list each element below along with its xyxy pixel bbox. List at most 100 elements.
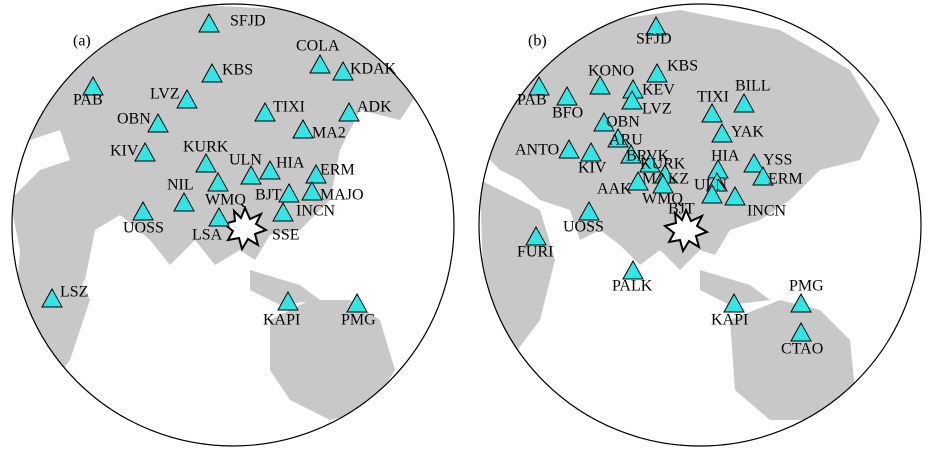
station-marker	[278, 182, 300, 203]
station-label: WMQ	[642, 191, 683, 208]
epicenter	[662, 207, 710, 254]
station-marker	[208, 206, 230, 227]
station-marker	[82, 75, 104, 96]
station-marker	[292, 118, 314, 139]
station-label: KBS	[222, 62, 253, 79]
station-marker	[134, 141, 156, 162]
station-marker	[578, 200, 600, 221]
station-label: ULN	[694, 177, 727, 194]
station-label: KIV	[578, 160, 607, 177]
station-marker	[176, 88, 198, 109]
station-marker	[41, 287, 63, 308]
station-label: CTAO	[781, 341, 823, 358]
station-marker	[701, 183, 723, 204]
station-label: TIXI	[697, 89, 729, 106]
station-label: PMG	[789, 278, 824, 295]
station-label: ANTO	[515, 142, 559, 159]
station-marker	[723, 292, 745, 313]
station-marker	[301, 180, 323, 201]
station-label: WMQ	[205, 192, 246, 209]
station-label: AAK	[597, 181, 632, 198]
station-label: OBN	[606, 114, 640, 131]
station-label: SSE	[272, 227, 300, 244]
station-label: KAPI	[263, 312, 300, 329]
station-marker	[607, 127, 629, 148]
station-label: KAPI	[711, 312, 748, 329]
station-label: SFJD	[230, 13, 266, 30]
station-marker	[733, 92, 755, 113]
station-marker	[652, 173, 674, 194]
station-label: OBN	[117, 111, 151, 128]
station-label: KEV	[642, 82, 675, 99]
station-marker	[309, 53, 331, 74]
station-marker	[272, 201, 294, 222]
station-marker	[627, 170, 649, 191]
station-marker	[195, 152, 217, 173]
station-label: INCN	[747, 203, 787, 220]
station-label: KONO	[588, 63, 634, 80]
station-marker	[528, 75, 550, 96]
station-label: PAB	[517, 92, 547, 109]
station-label: SFJD	[636, 31, 672, 48]
station-label: HIA	[711, 148, 740, 165]
station-label: LVZ	[150, 86, 180, 103]
station-label: KBS	[667, 58, 698, 75]
station-marker	[198, 12, 220, 33]
station-label: INCN	[296, 203, 336, 220]
station-label: COLA	[296, 38, 340, 55]
station-marker	[743, 152, 765, 173]
station-marker	[338, 101, 360, 122]
station-label: UOSS	[123, 220, 164, 237]
station-marker	[173, 191, 195, 212]
station-label: NIL	[167, 177, 194, 194]
map-b-land	[480, 10, 880, 420]
station-label: BILL	[735, 78, 771, 95]
station-label: ARU	[609, 132, 643, 149]
station-marker	[593, 111, 615, 132]
station-label: LVZ	[642, 101, 672, 118]
station-marker	[346, 292, 368, 313]
station-marker	[525, 225, 547, 246]
station-label: FURI	[517, 244, 553, 261]
station-marker	[207, 171, 229, 192]
station-label: YSS	[763, 152, 792, 169]
station-label: BFO	[552, 105, 583, 122]
map-a-border	[11, 3, 455, 447]
station-label: BJT	[255, 187, 282, 204]
station-marker	[556, 85, 578, 106]
station-marker	[147, 112, 169, 133]
station-label: PALK	[612, 278, 653, 295]
station-marker	[639, 152, 661, 173]
station-marker	[259, 159, 281, 180]
epicenter	[221, 205, 269, 252]
station-label: ERM	[768, 171, 803, 188]
station-label: ADK	[357, 99, 392, 116]
station-label: TIXI	[273, 99, 305, 116]
station-marker	[240, 164, 262, 185]
station-label: UOSS	[563, 219, 604, 236]
station-marker	[711, 122, 733, 143]
station-label: ULN	[229, 152, 262, 169]
station-marker	[277, 290, 299, 311]
station-label: LSZ	[60, 284, 88, 301]
station-marker	[646, 62, 668, 83]
station-marker	[132, 200, 154, 221]
station-marker	[580, 141, 602, 162]
station-marker	[254, 101, 276, 122]
panel-label: (a)	[73, 33, 91, 50]
station-label: MAJO	[320, 187, 364, 204]
station-label: KDAK	[350, 61, 397, 78]
station-marker	[620, 143, 642, 164]
station-label: MA2	[312, 125, 346, 142]
panel-label: (b)	[528, 33, 547, 50]
station-marker	[790, 292, 812, 313]
station-marker	[621, 89, 643, 110]
station-marker	[201, 62, 223, 83]
station-marker	[305, 163, 327, 184]
station-marker	[645, 15, 667, 36]
station-label: PMG	[341, 312, 376, 329]
station-marker	[589, 74, 611, 95]
station-marker	[332, 60, 354, 81]
station-label: BJT	[668, 201, 695, 218]
